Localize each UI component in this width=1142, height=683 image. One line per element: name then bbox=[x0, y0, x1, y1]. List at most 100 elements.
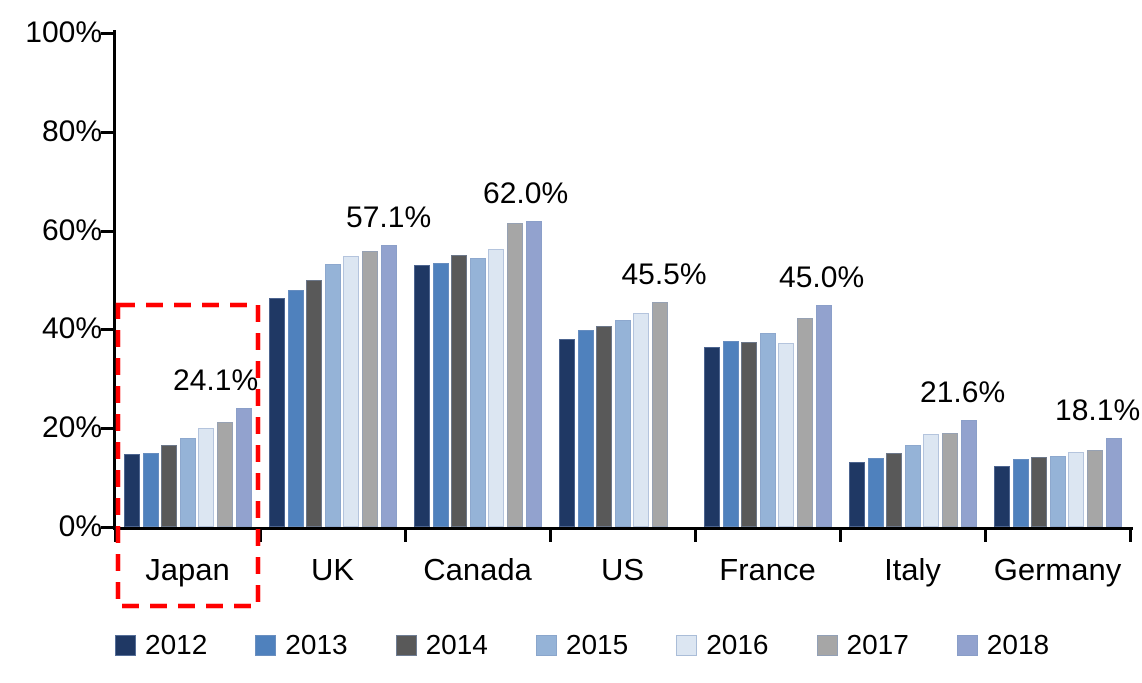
bar-italy-2013 bbox=[867, 458, 884, 527]
y-tick-label: 60% bbox=[41, 213, 102, 247]
category-label-japan: Japan bbox=[145, 552, 230, 587]
value-label-japan: 24.1% bbox=[173, 363, 259, 397]
bar-italy-2015 bbox=[904, 444, 921, 527]
y-tick-mark bbox=[101, 32, 115, 35]
y-tick-label: 80% bbox=[41, 114, 102, 148]
bar-france-2014 bbox=[741, 341, 758, 527]
x-tick-mark bbox=[113, 527, 117, 542]
bar-germany-2012 bbox=[994, 466, 1010, 527]
bar-us-2013 bbox=[577, 330, 594, 527]
bar-uk-2015 bbox=[324, 263, 341, 527]
legend-label-2013: 2013 bbox=[285, 629, 348, 660]
bar-uk-2014 bbox=[306, 280, 323, 527]
legend-item-2013: 2013 bbox=[255, 629, 348, 660]
bar-japan-2017 bbox=[217, 422, 233, 527]
bar-us-2015 bbox=[614, 320, 631, 527]
bar-germany-2016 bbox=[1068, 452, 1085, 527]
bar-canada-2014 bbox=[451, 255, 468, 527]
value-label-uk: 57.1% bbox=[346, 200, 432, 234]
bar-germany-2017 bbox=[1087, 449, 1103, 527]
bar-canada-2012 bbox=[414, 265, 430, 527]
bar-italy-2012 bbox=[849, 461, 865, 527]
legend-label-2017: 2017 bbox=[846, 629, 909, 660]
legend-label-2012: 2012 bbox=[145, 629, 208, 660]
legend-label-2015: 2015 bbox=[565, 629, 629, 660]
bar-uk-2017 bbox=[362, 250, 378, 527]
legend-swatch-2017 bbox=[816, 634, 838, 656]
bar-uk-2013 bbox=[287, 290, 304, 527]
category-label-italy: Italy bbox=[884, 552, 941, 587]
y-axis-line bbox=[113, 30, 116, 530]
bar-italy-2016 bbox=[923, 434, 940, 527]
value-label-canada: 62.0% bbox=[483, 176, 569, 210]
category-label-uk: UK bbox=[310, 552, 355, 587]
category-label-canada: Canada bbox=[423, 552, 532, 587]
bar-us-2017 bbox=[652, 302, 668, 527]
legend-item-2015: 2015 bbox=[535, 629, 629, 660]
bar-us-2012 bbox=[559, 339, 575, 527]
y-tick-mark bbox=[101, 130, 115, 134]
legend-label-2016: 2016 bbox=[706, 629, 769, 660]
category-label-germany: Germany bbox=[993, 552, 1122, 587]
bar-france-2016 bbox=[778, 343, 795, 527]
bar-japan-2015 bbox=[179, 437, 196, 527]
y-tick-label: 0% bbox=[58, 510, 102, 543]
legend-swatch-2012 bbox=[115, 634, 136, 656]
legend-swatch-2016 bbox=[676, 634, 698, 656]
bar-uk-2016 bbox=[343, 256, 360, 527]
legend-swatch-2014 bbox=[395, 634, 417, 656]
legend-item-2018: 2018 bbox=[956, 629, 1050, 660]
bar-uk-2018 bbox=[380, 244, 397, 527]
legend-swatch-2013 bbox=[255, 634, 277, 656]
bar-germany-2018 bbox=[1105, 437, 1122, 527]
bar-germany-2014 bbox=[1031, 457, 1048, 527]
bar-germany-2013 bbox=[1012, 458, 1029, 527]
legend-item-2017: 2017 bbox=[816, 629, 909, 660]
value-label-germany: 18.1% bbox=[1055, 393, 1141, 427]
bar-canada-2017 bbox=[507, 223, 523, 527]
bar-uk-2012 bbox=[269, 298, 285, 527]
bar-france-2012 bbox=[704, 346, 720, 527]
legend-item-2014: 2014 bbox=[395, 629, 488, 660]
category-label-france: France bbox=[719, 552, 816, 587]
bar-germany-2015 bbox=[1049, 455, 1066, 527]
x-tick-mark bbox=[548, 527, 552, 542]
x-tick-mark bbox=[258, 527, 262, 542]
legend-swatch-2015 bbox=[535, 634, 557, 656]
category-label-us: US bbox=[600, 552, 645, 587]
y-tick-label: 100% bbox=[25, 16, 102, 49]
bar-france-2013 bbox=[722, 341, 739, 527]
bar-france-2018 bbox=[815, 304, 832, 527]
x-axis-line bbox=[113, 527, 1133, 530]
legend-swatch-2018 bbox=[956, 634, 978, 656]
bar-canada-2018 bbox=[525, 220, 542, 527]
bar-france-2015 bbox=[759, 333, 776, 527]
y-tick-mark bbox=[101, 427, 115, 431]
x-tick-mark bbox=[983, 527, 987, 542]
x-tick-mark bbox=[838, 527, 842, 542]
bar-italy-2017 bbox=[942, 433, 958, 527]
bar-us-2016 bbox=[633, 312, 650, 527]
y-tick-label: 40% bbox=[41, 312, 102, 346]
bar-japan-2014 bbox=[161, 444, 178, 527]
y-tick-mark bbox=[101, 328, 115, 332]
bar-canada-2015 bbox=[469, 257, 486, 527]
value-label-us: 45.5% bbox=[621, 258, 707, 292]
x-tick-mark bbox=[403, 527, 407, 542]
bar-france-2017 bbox=[797, 318, 813, 527]
bar-italy-2014 bbox=[886, 453, 903, 527]
bar-japan-2013 bbox=[142, 452, 159, 527]
legend-item-2016: 2016 bbox=[676, 630, 768, 660]
value-label-italy: 21.6% bbox=[920, 376, 1006, 410]
y-tick-mark bbox=[101, 526, 115, 529]
bar-canada-2013 bbox=[432, 263, 449, 527]
legend-label-2018: 2018 bbox=[986, 629, 1050, 660]
bar-japan-2018 bbox=[235, 407, 252, 527]
x-tick-mark bbox=[693, 527, 697, 542]
x-tick-mark bbox=[1128, 527, 1132, 542]
bar-japan-2016 bbox=[198, 428, 215, 527]
legend-label-2014: 2014 bbox=[425, 629, 488, 660]
bar-italy-2018 bbox=[960, 420, 977, 527]
y-tick-mark bbox=[101, 229, 115, 233]
